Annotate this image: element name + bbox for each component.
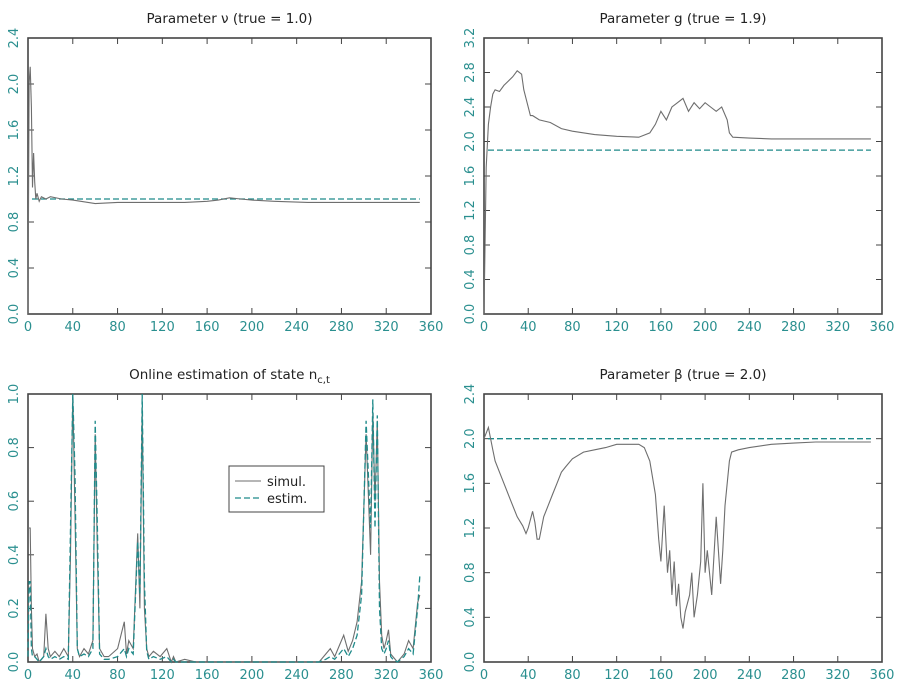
- x-tick-label: 360: [870, 320, 895, 335]
- x-tick-label: 360: [419, 668, 444, 683]
- x-tick-label: 120: [150, 668, 175, 683]
- x-tick-label: 80: [564, 668, 581, 683]
- y-tick-label: 0.8: [7, 212, 22, 233]
- x-tick-label: 40: [65, 668, 82, 683]
- y-tick-label: 0.0: [463, 652, 478, 673]
- x-tick-label: 120: [604, 320, 629, 335]
- legend-label: simul.: [267, 475, 306, 490]
- chart-title: Parameter ν (true = 1.0): [147, 11, 313, 27]
- y-tick-label: 0.4: [463, 607, 478, 628]
- y-tick-label: 3.2: [463, 28, 478, 49]
- x-tick-label: 80: [564, 320, 581, 335]
- y-tick-label: 0.8: [463, 562, 478, 583]
- y-tick-label: 0.0: [7, 304, 22, 325]
- x-tick-label: 0: [480, 668, 488, 683]
- y-tick-label: 2.4: [463, 97, 478, 118]
- x-tick-label: 240: [284, 320, 309, 335]
- y-tick-label: 2.0: [7, 74, 22, 95]
- x-tick-label: 200: [239, 668, 264, 683]
- chart-title: Online estimation of state nc,t: [129, 367, 330, 386]
- y-tick-label: 0.6: [7, 491, 22, 512]
- x-tick-label: 160: [195, 668, 220, 683]
- y-tick-label: 2.0: [463, 131, 478, 152]
- legend: simul. estim.: [228, 465, 325, 513]
- y-tick-label: 0.0: [7, 652, 22, 673]
- x-tick-label: 0: [24, 668, 32, 683]
- x-tick-label: 160: [195, 320, 220, 335]
- x-tick-label: 200: [693, 668, 718, 683]
- x-tick-label: 280: [781, 668, 806, 683]
- x-tick-label: 0: [24, 320, 32, 335]
- chart-title-subscript: c,t: [317, 375, 330, 386]
- chart-panel-state: Online estimation of state nc,t 0 40 80 120 1…: [7, 367, 443, 683]
- series-line-estimate: [483, 425, 871, 629]
- series-line-estim: [27, 393, 421, 664]
- x-tick-label: 80: [109, 320, 126, 335]
- x-tick-label: 360: [419, 320, 444, 335]
- legend-label: estim.: [267, 492, 307, 507]
- x-tick-label: 40: [520, 668, 537, 683]
- y-tick-label: 2.0: [463, 428, 478, 449]
- y-tick-label: 0.4: [7, 258, 22, 279]
- x-tick-label: 320: [374, 320, 399, 335]
- chart-title: Parameter β (true = 2.0): [599, 367, 766, 383]
- x-tick-label: 200: [239, 320, 264, 335]
- x-tick-label: 120: [604, 668, 629, 683]
- x-tick-label: 320: [374, 668, 399, 683]
- x-tick-label: 280: [329, 320, 354, 335]
- series-line-simul: [28, 393, 421, 664]
- y-tick-label: 1.2: [463, 200, 478, 221]
- y-tick-label: 0.2: [7, 598, 22, 619]
- plot-frame: [27, 37, 432, 315]
- y-tick-label: 0.0: [463, 304, 478, 325]
- x-tick-label: 0: [480, 320, 488, 335]
- x-tick-label: 360: [870, 668, 895, 683]
- x-tick-label: 80: [109, 668, 126, 683]
- x-tick-label: 280: [329, 668, 354, 683]
- chart-panel-beta: Parameter β (true = 2.0) 0 40 80 120 160 200 24…: [463, 367, 894, 683]
- x-tick-label: 240: [737, 668, 762, 683]
- x-tick-label: 280: [781, 320, 806, 335]
- x-tick-label: 200: [693, 320, 718, 335]
- x-tick-label: 160: [648, 320, 673, 335]
- y-tick-label: 1.2: [463, 518, 478, 539]
- chart-panel-nu: Parameter ν (true = 1.0) 0 40 80 120 160 200 24…: [7, 11, 443, 335]
- plot-frame: [483, 37, 883, 315]
- y-tick-label: 2.4: [7, 28, 22, 49]
- y-tick-label: 0.8: [7, 437, 22, 458]
- y-tick-label: 1.6: [7, 120, 22, 141]
- y-tick-label: 0.4: [7, 544, 22, 565]
- y-tick-label: 1.0: [7, 384, 22, 405]
- x-tick-label: 320: [825, 668, 850, 683]
- x-tick-label: 40: [65, 320, 82, 335]
- series-line-estimate: [483, 70, 871, 315]
- y-tick-label: 0.4: [463, 269, 478, 290]
- y-tick-label: 2.4: [463, 384, 478, 405]
- y-tick-label: 1.2: [7, 166, 22, 187]
- y-tick-label: 0.8: [463, 235, 478, 256]
- x-tick-label: 40: [520, 320, 537, 335]
- x-tick-label: 320: [825, 320, 850, 335]
- y-tick-label: 1.6: [463, 473, 478, 494]
- legend-box: [228, 465, 325, 513]
- x-tick-label: 160: [648, 668, 673, 683]
- plot-frame: [483, 393, 883, 663]
- chart-title: Parameter g (true = 1.9): [600, 11, 767, 27]
- x-tick-label: 240: [284, 668, 309, 683]
- x-tick-label: 240: [737, 320, 762, 335]
- series-line-estimate: [27, 66, 420, 315]
- y-tick-label: 2.8: [463, 62, 478, 83]
- y-tick-label: 1.6: [463, 166, 478, 187]
- x-tick-label: 120: [150, 320, 175, 335]
- chart-panel-g: Parameter g (true = 1.9) 0 40 80 120 160 200 24…: [463, 11, 894, 335]
